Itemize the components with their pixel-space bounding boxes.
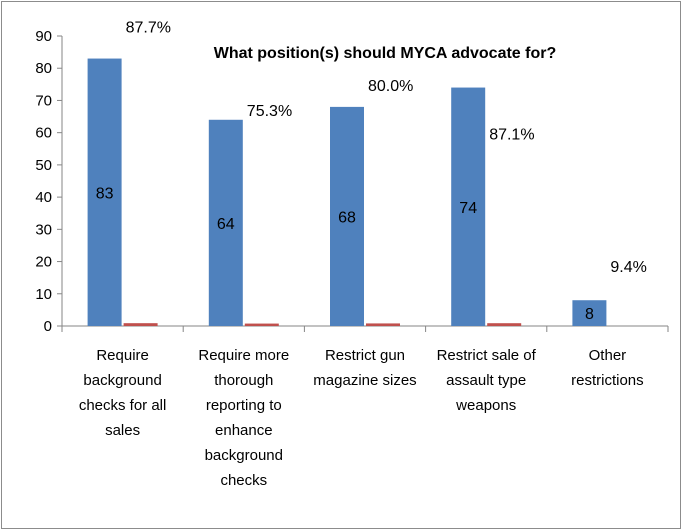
category-label-line: magazine sizes bbox=[313, 372, 416, 389]
bar-secondary bbox=[123, 323, 158, 326]
category-label: Restrict sale of assault type weapons bbox=[437, 347, 537, 414]
data-label: 8 bbox=[585, 306, 594, 323]
category-label-line: thorough bbox=[214, 372, 273, 389]
y-tick-label: 0 bbox=[44, 318, 52, 335]
bar-secondary bbox=[487, 323, 522, 326]
category-label: Require more thorough reporting to enhance b… bbox=[198, 347, 289, 489]
y-tick-label: 20 bbox=[35, 254, 52, 271]
category-label: Restrict gun magazine sizes bbox=[313, 347, 416, 389]
bar bbox=[330, 106, 364, 326]
y-tick-label: 80 bbox=[35, 60, 52, 77]
category-label-line: enhance bbox=[215, 422, 273, 439]
y-tick-label: 10 bbox=[35, 286, 52, 303]
bar bbox=[87, 58, 122, 327]
y-tick-label: 30 bbox=[35, 221, 52, 238]
y-tick-label: 50 bbox=[35, 157, 52, 174]
category-label-line: reporting to bbox=[206, 397, 282, 414]
y-tick-label: 40 bbox=[35, 189, 52, 206]
y-tick-label: 90 bbox=[35, 28, 52, 45]
category-label-line: sales bbox=[105, 422, 140, 439]
bar bbox=[451, 87, 486, 326]
data-label: 68 bbox=[338, 209, 356, 226]
bar-secondary bbox=[366, 323, 400, 326]
category-label-line: Require more bbox=[198, 347, 289, 364]
data-label: 83 bbox=[96, 185, 114, 202]
category-label-line: Other bbox=[589, 347, 627, 364]
category-label-line: checks for all bbox=[79, 397, 167, 414]
category-label-line: Require bbox=[96, 347, 149, 364]
category-label-line: Restrict gun bbox=[325, 347, 405, 364]
bar bbox=[208, 119, 243, 327]
category-label-line: weapons bbox=[455, 397, 516, 414]
data-label: 64 bbox=[217, 216, 235, 233]
category-label-line: background bbox=[205, 447, 283, 464]
percent-label: 87.7% bbox=[126, 20, 171, 37]
category-label-line: assault type bbox=[446, 372, 526, 389]
category-label: Other restrictions bbox=[571, 347, 644, 389]
chart-title: What position(s) should MYCA advocate fo… bbox=[214, 45, 557, 62]
bar-layer bbox=[87, 58, 607, 327]
label-layer: 83 87.7% 64 75.3% 68 80.0% 74 87.1% 8 9.4% bbox=[96, 20, 647, 324]
bar-secondary bbox=[244, 323, 279, 326]
y-tick-label: 60 bbox=[35, 125, 52, 142]
percent-label: 87.1% bbox=[489, 127, 534, 144]
percent-label: 75.3% bbox=[247, 103, 292, 120]
category-label-line: Restrict sale of bbox=[437, 347, 537, 364]
percent-label: 80.0% bbox=[368, 78, 413, 95]
category-label-line: background bbox=[83, 372, 161, 389]
category-label-line: checks bbox=[220, 472, 267, 489]
data-label: 74 bbox=[459, 200, 477, 217]
bar bbox=[572, 300, 607, 326]
axis-layer: 0 10 20 30 40 50 60 70 80 90 Require background chec… bbox=[35, 28, 669, 489]
y-tick-label: 70 bbox=[35, 92, 52, 109]
category-label-line: restrictions bbox=[571, 372, 644, 389]
percent-label: 9.4% bbox=[610, 259, 646, 276]
category-label: Require background checks for all sales bbox=[79, 347, 167, 439]
